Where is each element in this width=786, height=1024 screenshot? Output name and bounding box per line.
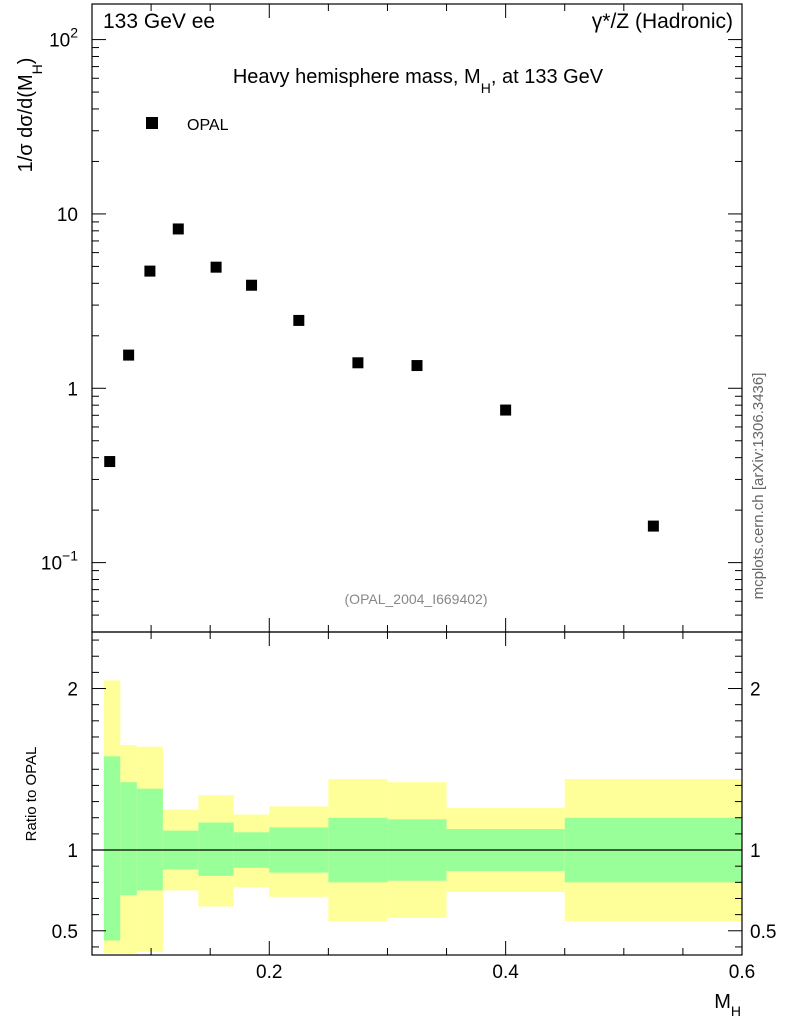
xlabel-main: M [714, 991, 731, 1013]
data-point [352, 357, 364, 369]
data-point [246, 279, 258, 291]
main-panel: Heavy hemisphere mass, MH, at 133 GeV 1/… [15, 3, 743, 633]
ratio-panel: 2 2 1 1 0.5 0.5 0.2 0.4 0.6 Ratio to OPAL MH [23, 631, 776, 1019]
x-axis-label: MH [714, 991, 741, 1019]
ratio-y-tick-label-left: 0.5 [52, 922, 78, 943]
data-point [210, 261, 222, 273]
side-credit-label: mcplots.cern.ch [arXiv:1306.3436] [750, 373, 767, 600]
ratio-y-tick-label-right: 0.5 [750, 922, 776, 943]
ratio-band-inner [120, 782, 137, 896]
header-right-label: γ*/Z (Hadronic) [592, 10, 733, 33]
ratio-y-tick-label-left: 1 [67, 841, 78, 862]
ratio-band-inner [136, 788, 163, 891]
main-y-tick-label: 102 [49, 25, 78, 52]
ratio-y-tick-label-right: 1 [750, 841, 761, 862]
main-title-sub: H [481, 80, 491, 96]
data-point [293, 314, 305, 326]
data-point [144, 265, 156, 277]
main-y-tick-label: 10−1 [41, 548, 78, 575]
data-point [172, 223, 184, 235]
legend-label: OPAL [187, 117, 229, 134]
ratio-band-inner [103, 756, 121, 941]
y-tick-base: 10 [57, 205, 78, 226]
analysis-watermark: (OPAL_2004_I669402) [345, 591, 488, 607]
data-point [411, 360, 423, 372]
ratio-y-tick-label-right: 2 [750, 680, 761, 701]
ratio-bands [103, 680, 742, 954]
y-tick-base: 10 [41, 554, 62, 575]
ratio-y-axis-label: Ratio to OPAL [23, 747, 40, 842]
xlabel-sub: H [731, 1003, 741, 1019]
ratio-band-inner [198, 822, 234, 876]
data-point [104, 456, 116, 468]
y-tick-exponent: −1 [62, 548, 78, 564]
ylabel-main: 1/σ dσ/d(M [15, 74, 37, 172]
main-y-axis-label: 1/σ dσ/d(MH) [15, 58, 45, 173]
main-plot-title: Heavy hemisphere mass, MH, at 133 GeV [233, 66, 604, 96]
y-tick-exponent: 2 [70, 25, 78, 41]
legend-marker [146, 117, 158, 129]
main-data-points [104, 223, 659, 532]
x-tick-label: 0.4 [492, 962, 519, 983]
y-tick-base: 1 [67, 379, 78, 400]
main-plot-frame [91, 3, 743, 633]
header-left-label: 133 GeV ee [103, 10, 215, 33]
y-tick-base: 10 [49, 31, 70, 52]
ylabel-sub: H [29, 64, 45, 74]
ratio-y-tick-label-left: 2 [67, 680, 78, 701]
x-tick-label: 0.2 [256, 962, 282, 983]
data-point [123, 349, 135, 361]
main-y-tick-label: 10 [57, 205, 78, 226]
ylabel-tail: ) [15, 58, 37, 65]
ratio-plot-frame [91, 631, 743, 956]
data-point [647, 520, 659, 532]
x-tick-label: 0.6 [729, 962, 755, 983]
main-title-main: Heavy hemisphere mass, M [233, 66, 481, 88]
ratio-axis-ticks: 2 2 1 1 0.5 0.5 0.2 0.4 0.6 [52, 632, 776, 983]
main-title-tail: , at 133 GeV [491, 66, 604, 88]
main-y-tick-label: 1 [67, 379, 78, 400]
data-point [500, 404, 512, 416]
